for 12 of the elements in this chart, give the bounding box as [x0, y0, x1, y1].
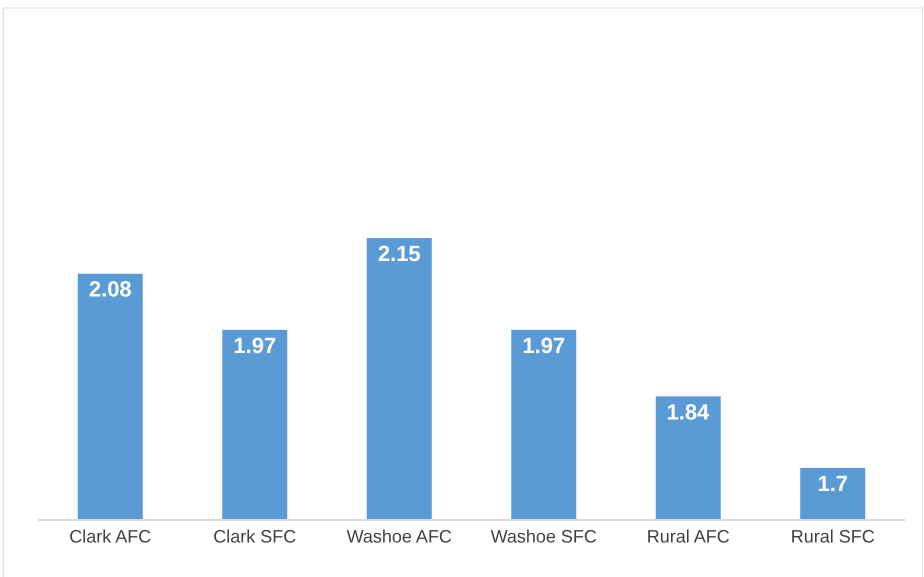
- x-tick-label: Rural SFC: [790, 526, 875, 546]
- x-tick-label: Rural AFC: [646, 526, 730, 546]
- data-label: 1.97: [522, 332, 566, 358]
- data-label: 2.08: [88, 276, 132, 302]
- data-label: 1.84: [666, 399, 710, 424]
- data-label: 2.15: [378, 240, 421, 266]
- x-tick-label: Washoe AFC: [346, 526, 452, 546]
- x-tick-label: Washoe SFC: [490, 526, 597, 546]
- data-label: 1.97: [233, 332, 276, 358]
- x-tick-label: Clark AFC: [69, 526, 152, 546]
- data-label: 1.7: [817, 470, 848, 496]
- x-tick-label: Clark SFC: [213, 526, 296, 546]
